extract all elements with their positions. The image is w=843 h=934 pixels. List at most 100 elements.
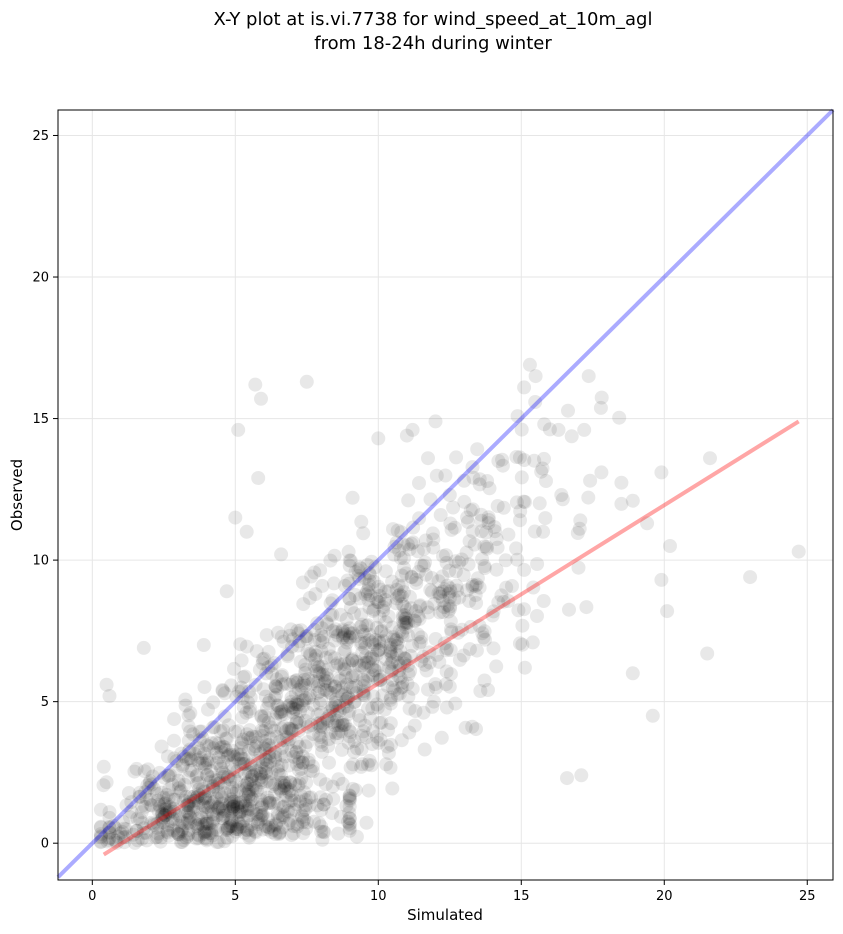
scatter-point — [594, 465, 609, 480]
scatter-point — [318, 650, 333, 665]
scatter-point — [146, 781, 161, 796]
scatter-point — [370, 697, 384, 712]
scatter-point — [152, 765, 167, 780]
scatter-point — [346, 680, 361, 695]
scatter-point — [315, 635, 330, 650]
scatter-point — [392, 624, 407, 639]
scatter-point — [173, 835, 188, 850]
scatter-point — [286, 632, 300, 647]
scatter-point — [231, 783, 246, 798]
scatter-point — [208, 773, 223, 788]
scatter-point — [421, 682, 435, 697]
scatter-point — [260, 701, 274, 716]
scatter-point — [373, 624, 388, 639]
scatter-point — [442, 563, 457, 578]
scatter-point — [327, 633, 342, 648]
scatter-point — [428, 677, 443, 692]
scatter-point — [148, 830, 163, 845]
scatter-point — [167, 712, 182, 727]
scatter-point — [313, 563, 328, 578]
scatter-point — [283, 698, 298, 712]
scatter-point — [410, 544, 425, 559]
scatter-point — [263, 795, 277, 810]
scatter-point — [583, 473, 598, 488]
scatter-point — [258, 689, 273, 704]
scatter-point — [226, 794, 241, 809]
scatter-point — [530, 557, 545, 571]
scatter-point — [291, 778, 306, 793]
scatter-point — [261, 820, 276, 835]
scatter-point — [477, 559, 492, 574]
scatter-point — [268, 712, 282, 727]
scatter-point — [162, 805, 177, 820]
scatter-point — [352, 713, 367, 728]
scatter-point — [154, 812, 169, 827]
scatter-point — [234, 684, 249, 698]
scatter-point — [399, 616, 414, 631]
scatter-point — [175, 759, 190, 774]
scatter-point — [299, 374, 314, 389]
scatter-point — [435, 584, 450, 599]
scatter-point — [396, 608, 410, 623]
scatter-point — [363, 588, 378, 603]
scatter-point — [456, 568, 471, 582]
scatter-point — [539, 474, 553, 488]
scatter-point — [434, 730, 449, 745]
scatter-point — [135, 831, 149, 846]
scatter-point — [241, 787, 256, 802]
scatter-point — [374, 623, 389, 638]
scatter-point — [168, 792, 183, 807]
scatter-point — [154, 808, 169, 823]
scatter-point — [205, 815, 220, 830]
scatter-point — [191, 821, 206, 836]
scatter-point — [206, 741, 221, 756]
scatter-point — [469, 722, 483, 737]
scatter-point — [440, 578, 455, 593]
scatter-point — [457, 494, 472, 509]
scatter-point — [219, 731, 234, 746]
scatter-point — [257, 741, 272, 756]
scatter-point — [284, 788, 299, 803]
scatter-point — [395, 629, 410, 643]
scatter-point — [140, 778, 155, 793]
scatter-point — [168, 806, 183, 821]
scatter-point — [183, 706, 198, 720]
scatter-point — [526, 580, 541, 595]
scatter-point — [373, 732, 388, 747]
scatter-point — [277, 808, 292, 823]
scatter-point — [426, 694, 441, 709]
scatter-point — [215, 684, 230, 698]
scatter-point — [341, 656, 356, 671]
scatter-point — [420, 600, 435, 615]
scatter-point — [400, 603, 414, 617]
scatter-point — [280, 647, 295, 662]
scatter-point — [178, 692, 193, 707]
scatter-point — [360, 584, 374, 599]
scatter-point — [349, 654, 364, 669]
scatter-point — [283, 813, 297, 828]
scatter-point — [335, 624, 350, 639]
scatter-point — [160, 749, 175, 764]
scatter-point — [191, 787, 206, 802]
scatter-point — [343, 680, 358, 695]
scatter-point — [341, 544, 356, 559]
scatter-point — [439, 555, 454, 570]
scatter-point — [190, 752, 205, 767]
scatter-point — [509, 450, 524, 464]
scatter-point — [248, 743, 263, 758]
scatter-point — [299, 629, 314, 643]
scatter-point — [138, 785, 153, 800]
scatter-point — [440, 598, 455, 613]
scatter-point — [130, 811, 145, 826]
scatter-point — [486, 641, 501, 656]
scatter-point — [283, 805, 298, 820]
scatter-point — [513, 513, 527, 528]
scatter-point — [538, 511, 553, 526]
scatter-point — [218, 803, 233, 818]
scatter-point — [196, 818, 211, 833]
scatter-point — [367, 663, 382, 677]
scatter-point — [173, 783, 188, 798]
scatter-point — [220, 830, 235, 845]
scatter-point — [385, 649, 400, 664]
scatter-point — [289, 735, 304, 750]
